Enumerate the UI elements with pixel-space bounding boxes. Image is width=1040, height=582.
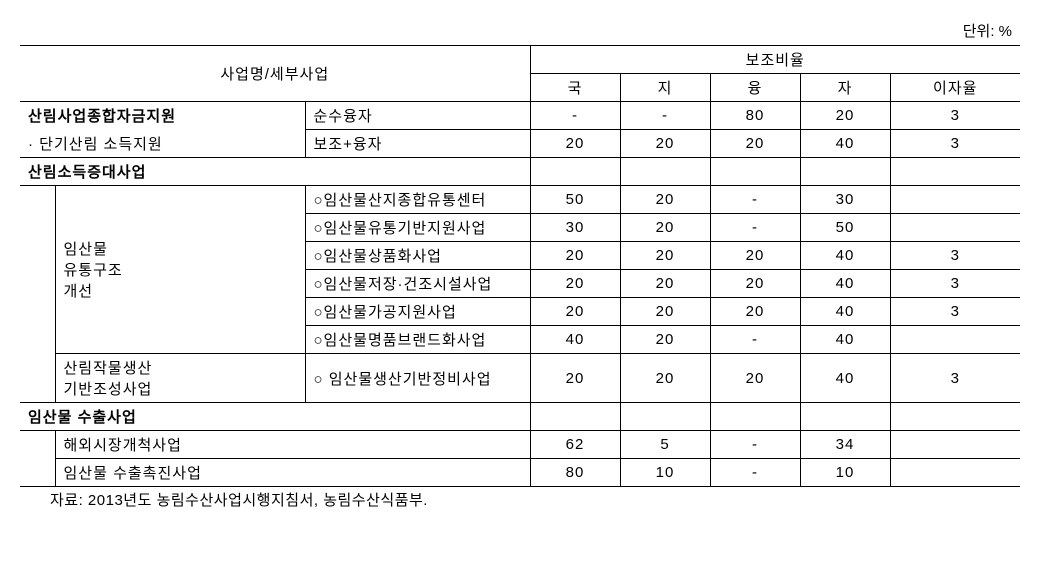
header-rate: 이자율	[890, 74, 1020, 102]
table-cell	[890, 459, 1020, 487]
table-cell	[890, 431, 1020, 459]
table-cell: 20	[620, 298, 710, 326]
table-cell: 34	[800, 431, 890, 459]
table-cell	[890, 186, 1020, 214]
table-cell	[890, 158, 1020, 186]
table-cell: 20	[710, 242, 800, 270]
table-cell: 40	[800, 298, 890, 326]
table-cell: 62	[530, 431, 620, 459]
table-cell: 3	[890, 242, 1020, 270]
indent-cell	[20, 186, 55, 403]
table-cell: -	[710, 186, 800, 214]
table-cell: 20	[620, 130, 710, 158]
table-cell: 20	[530, 270, 620, 298]
table-cell: 20	[710, 298, 800, 326]
table-cell: 5	[620, 431, 710, 459]
table-cell: 20	[620, 242, 710, 270]
table-cell: 20	[530, 354, 620, 403]
table-cell: 3	[890, 102, 1020, 130]
table-cell	[890, 326, 1020, 354]
table-cell: 3	[890, 270, 1020, 298]
table-cell: 40	[800, 354, 890, 403]
group2-line2: 기반조성사업	[64, 381, 153, 398]
section2-r7-label: ○ 임산물생산기반정비사업	[305, 354, 530, 403]
section3-r2-label: 임산물 수출촉진사업	[55, 459, 530, 487]
table-cell: -	[710, 326, 800, 354]
group1-line2: 유통구조	[64, 262, 123, 279]
table-cell: 20	[710, 354, 800, 403]
table-cell: -	[710, 459, 800, 487]
group1-line3: 개선	[64, 283, 94, 300]
table-cell: 40	[800, 326, 890, 354]
table-cell	[890, 403, 1020, 431]
table-cell: -	[710, 431, 800, 459]
section2-r2-label: ○임산물유통기반지원사업	[305, 214, 530, 242]
table-cell: 3	[890, 130, 1020, 158]
section3-r1-label: 해외시장개척사업	[55, 431, 530, 459]
table-cell: 80	[530, 459, 620, 487]
header-yung: 융	[710, 74, 800, 102]
section2-group2: 산림작물생산 기반조성사업	[55, 354, 305, 403]
table-cell: 20	[710, 130, 800, 158]
table-cell	[620, 403, 710, 431]
table-cell: 20	[620, 214, 710, 242]
table-cell: 20	[620, 354, 710, 403]
table-cell: 10	[620, 459, 710, 487]
header-ratio: 보조비율	[530, 46, 1020, 74]
table-cell: 20	[710, 270, 800, 298]
section2-r5-label: ○임산물가공지원사업	[305, 298, 530, 326]
table-cell: 30	[800, 186, 890, 214]
table-cell: 50	[530, 186, 620, 214]
table-cell: 3	[890, 354, 1020, 403]
table-cell: -	[620, 102, 710, 130]
table-cell	[800, 403, 890, 431]
table-cell: 30	[530, 214, 620, 242]
header-guk: 국	[530, 74, 620, 102]
section2-title: 산림소득증대사업	[20, 158, 530, 186]
table-cell: 10	[800, 459, 890, 487]
table-cell: 20	[530, 298, 620, 326]
section1-row2-label: 보조+융자	[305, 130, 530, 158]
section2-r6-label: ○임산물명품브랜드화사업	[305, 326, 530, 354]
table-cell	[710, 403, 800, 431]
group2-line1: 산림작물생산	[64, 360, 153, 377]
subsidy-table: 사업명/세부사업 보조비율 국 지 융 자 이자율 산림사업종합자금지원 순수융…	[20, 45, 1020, 487]
header-project: 사업명/세부사업	[20, 46, 530, 102]
section2-r4-label: ○임산물저장·건조시설사업	[305, 270, 530, 298]
table-cell: 20	[620, 326, 710, 354]
indent-cell	[20, 431, 55, 487]
section1-bullet: · 단기산림 소득지원	[20, 130, 305, 158]
section2-r3-label: ○임산물상품화사업	[305, 242, 530, 270]
table-cell: 20	[800, 102, 890, 130]
section2-r1-label: ○임산물산지종합유통센터	[305, 186, 530, 214]
header-ji: 지	[620, 74, 710, 102]
table-cell: 20	[620, 186, 710, 214]
unit-label: 단위: %	[20, 20, 1020, 41]
section1-row1-label: 순수융자	[305, 102, 530, 130]
table-cell: 20	[620, 270, 710, 298]
section2-group1: 임산물 유통구조 개선	[55, 186, 305, 354]
table-cell: 20	[530, 130, 620, 158]
table-cell	[530, 403, 620, 431]
table-cell: 50	[800, 214, 890, 242]
table-cell: 20	[530, 242, 620, 270]
table-cell	[890, 214, 1020, 242]
table-cell: 40	[800, 270, 890, 298]
table-cell: -	[530, 102, 620, 130]
table-cell: 3	[890, 298, 1020, 326]
table-cell: -	[710, 214, 800, 242]
table-cell: 80	[710, 102, 800, 130]
section1-title: 산림사업종합자금지원	[20, 102, 305, 130]
table-cell	[710, 158, 800, 186]
table-cell: 40	[800, 242, 890, 270]
table-cell	[530, 158, 620, 186]
group1-line1: 임산물	[64, 241, 108, 258]
table-cell: 40	[530, 326, 620, 354]
section3-title: 임산물 수출사업	[20, 403, 530, 431]
table-cell: 40	[800, 130, 890, 158]
table-cell	[620, 158, 710, 186]
header-ja: 자	[800, 74, 890, 102]
table-cell	[800, 158, 890, 186]
footer-source: 자료: 2013년도 농림수산사업시행지침서, 농림수산식품부.	[20, 489, 1020, 510]
